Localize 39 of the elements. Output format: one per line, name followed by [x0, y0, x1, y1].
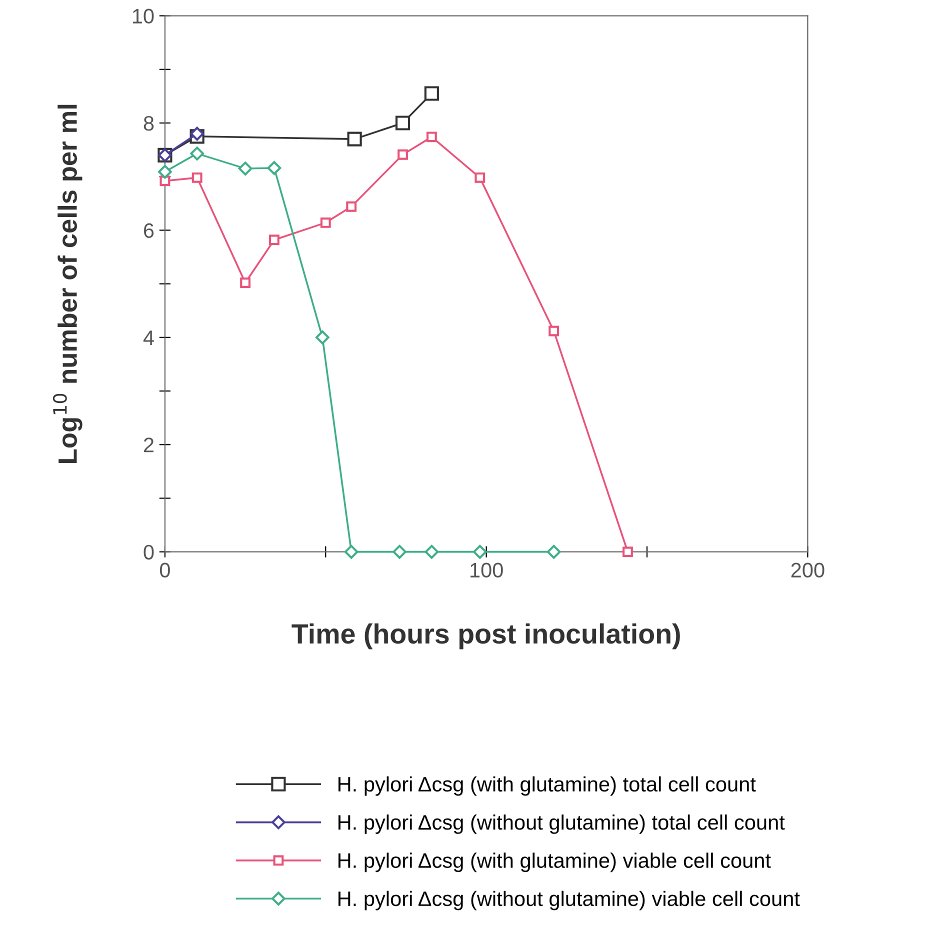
point	[192, 172, 202, 183]
point	[346, 201, 357, 212]
point	[320, 217, 331, 228]
point	[474, 172, 486, 183]
legend-label: H. pylori Δcsg (with glutamine) total cell count	[338, 776, 756, 796]
point	[269, 234, 280, 246]
y-tick-label: 0	[144, 544, 154, 560]
x-axis-title: Time (hours post inoculation)	[292, 623, 680, 650]
legend-label: H. pylori Δcsg (without glutamine) total cell count	[338, 814, 785, 834]
point	[395, 116, 410, 130]
point	[472, 544, 487, 559]
point	[392, 544, 406, 559]
y-tick-label: 2	[144, 438, 154, 452]
point	[315, 330, 330, 344]
point	[190, 126, 204, 141]
x-tick-label: 0	[160, 562, 170, 578]
point	[347, 132, 362, 146]
point	[398, 149, 408, 160]
legend-label: H. pylori Δcsg (with glutamine) viable cell count	[338, 852, 771, 872]
y-tick-label: 4	[143, 330, 154, 345]
legend-label: H. pylori Δcsg (without glutamine) viable cell count	[338, 890, 800, 910]
point	[546, 544, 561, 559]
x-tick-label: 100	[470, 562, 503, 578]
point	[238, 162, 252, 176]
point	[424, 86, 439, 101]
point	[622, 546, 633, 558]
point	[158, 164, 172, 179]
point	[267, 161, 282, 175]
y-tick-label: 6	[144, 223, 154, 238]
point	[424, 544, 439, 559]
point	[240, 278, 251, 288]
point	[190, 146, 204, 160]
y-tick-label: 10	[132, 8, 154, 24]
point	[344, 544, 358, 559]
y-tick-label: 8	[144, 116, 154, 131]
point	[426, 132, 437, 142]
x-tick-label: 200	[791, 562, 824, 578]
y-axis-title: Log$^{10}$ number of cells per ml	[52, 104, 82, 463]
point	[548, 326, 560, 336]
